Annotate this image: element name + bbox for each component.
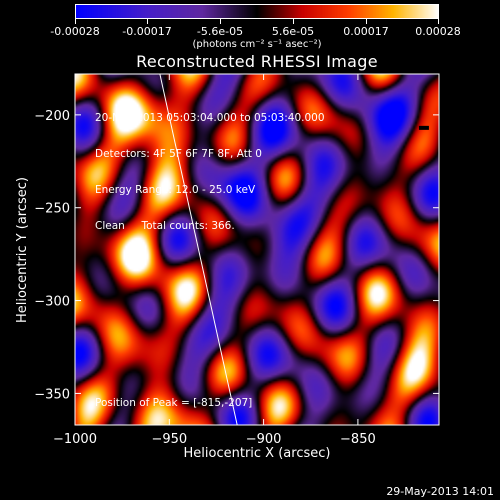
peak-marker-dash xyxy=(418,125,429,130)
solar-limb-line xyxy=(159,74,238,425)
observation-info: 20-Nov-2013 05:03:04.000 to 05:03:40.000… xyxy=(95,88,325,256)
colorbar-tick-label: -5.6e-05 xyxy=(196,25,244,38)
colorbar-tick-label: 0.00017 xyxy=(343,25,389,38)
y-tick-label: −300 xyxy=(34,295,70,310)
time-range-text: 20-Nov-2013 05:03:04.000 to 05:03:40.000 xyxy=(95,112,325,124)
heatmap-image xyxy=(75,74,439,425)
colorbar-gradient xyxy=(75,4,439,19)
y-axis: −200 −250 −300 −350 xyxy=(34,109,439,402)
x-axis: −1000 −950 −900 −850 xyxy=(53,74,376,447)
x-tick-label: −900 xyxy=(246,432,282,447)
chart-title: Reconstructed RHESSI Image xyxy=(136,52,378,71)
colorbar-tick xyxy=(220,19,221,24)
colorbar-tick-label: -0.00017 xyxy=(122,25,172,38)
peak-position-text: Position of Peak = [-815,-207] xyxy=(95,397,253,409)
colorbar-tick xyxy=(293,19,294,24)
colorbar-tick xyxy=(147,19,148,24)
plot-frame xyxy=(74,73,440,426)
energy-range-text: Energy Range: 12.0 - 25.0 keV xyxy=(95,184,256,196)
plot-timestamp: 29-May-2013 14:01 xyxy=(386,485,494,498)
detectors-text: Detectors: 4F 5F 6F 7F 8F, Att 0 xyxy=(95,148,262,160)
x-tick-label: −1000 xyxy=(53,432,97,447)
x-tick-label: −950 xyxy=(151,432,187,447)
colorbar-unit-label: (photons cm⁻² s⁻¹ asec⁻²) xyxy=(192,39,322,50)
colorbar-border xyxy=(75,4,439,19)
colorbar-tick xyxy=(438,19,439,24)
x-tick-label: −850 xyxy=(340,432,376,447)
total-counts-text: Clean Total counts: 366. xyxy=(95,220,235,232)
y-tick-label: −350 xyxy=(34,387,70,402)
colorbar-tick-label: -0.00028 xyxy=(50,25,100,38)
y-axis-title: Heliocentric Y (arcsec) xyxy=(15,177,30,323)
peak-marker xyxy=(418,125,429,130)
colorbar-tick-label: 0.00028 xyxy=(415,25,461,38)
colorbar-tick xyxy=(366,19,367,24)
colorbar-tick-label: 5.6e-05 xyxy=(271,25,315,38)
y-tick-label: −200 xyxy=(34,109,70,124)
y-tick-label: −250 xyxy=(34,202,70,217)
colorbar-tick xyxy=(75,19,76,24)
x-axis-title: Heliocentric X (arcsec) xyxy=(184,446,331,461)
